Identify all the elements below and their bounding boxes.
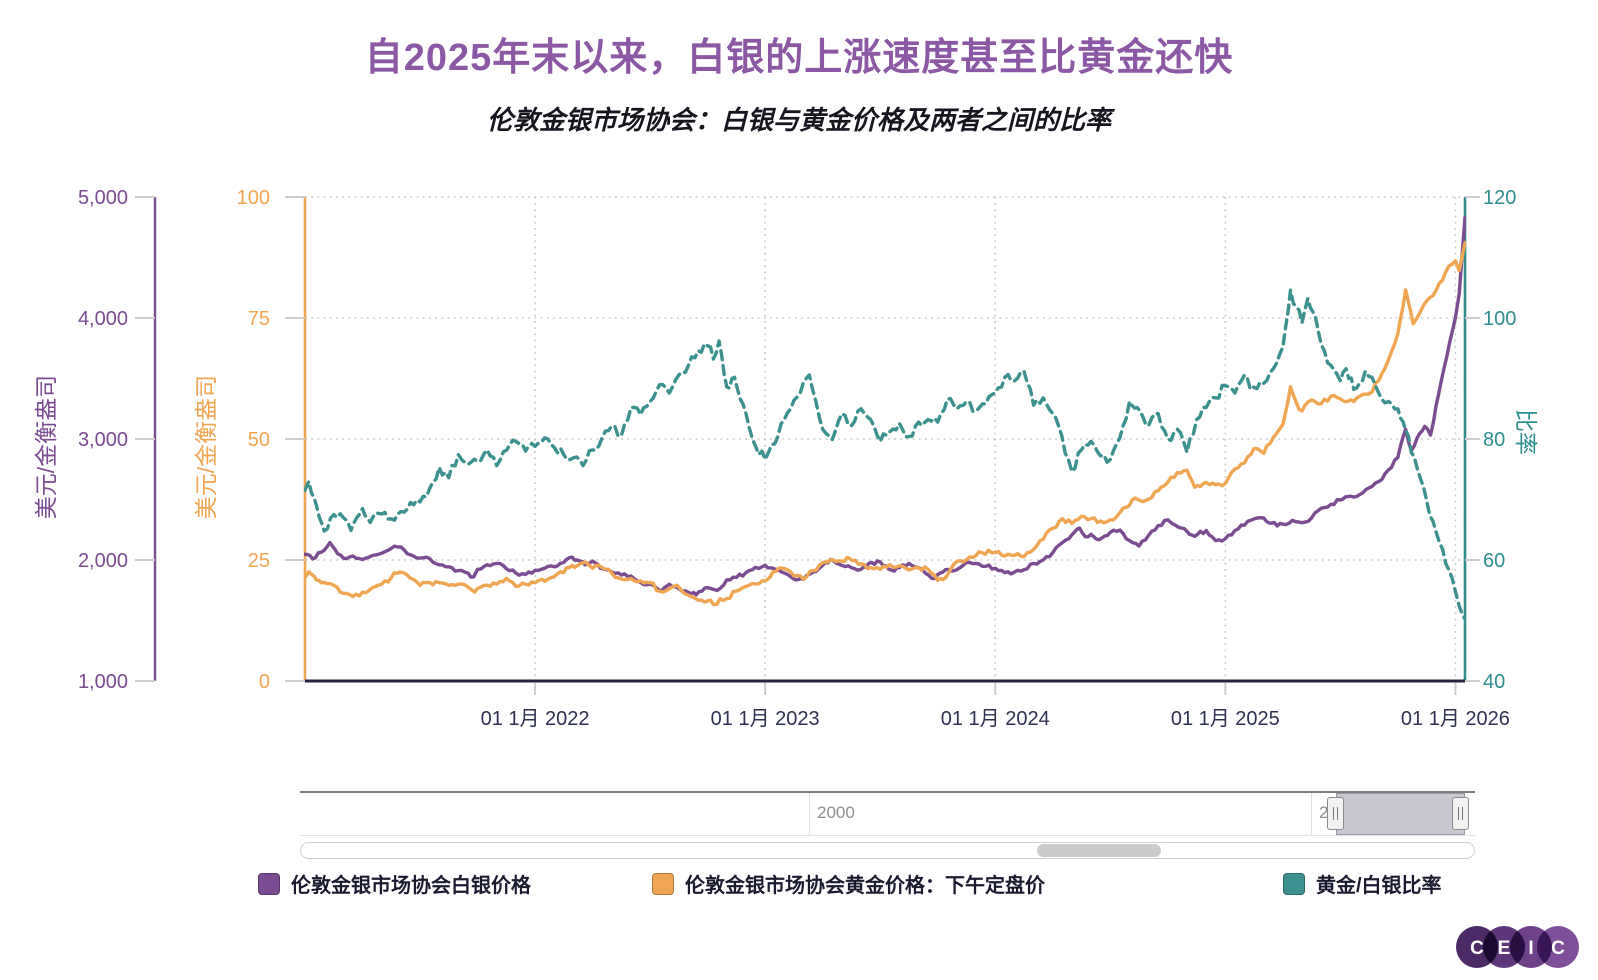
axis-tick-label: 80 (1483, 429, 1505, 451)
gold-series-swatch (652, 872, 674, 895)
axis-tick-label: 50 (248, 429, 270, 451)
axis-tick-label: 4,000 (78, 308, 128, 330)
navigator-gridline-2000 (809, 793, 810, 835)
series-line-1 (304, 241, 1466, 607)
axis-tick-label: 0 (259, 671, 270, 693)
axis-tick-label: 2,000 (78, 550, 128, 572)
axis-tick-label: 100 (1483, 308, 1516, 330)
series-line-2 (304, 288, 1466, 621)
silver-series-swatch (258, 872, 280, 895)
range-navigator[interactable]: 2000 2020 (300, 791, 1475, 836)
axis-tick-label: 40 (1483, 671, 1505, 693)
axis-tick-label: 120 (1483, 187, 1516, 209)
ceic-logo-letter: I (1528, 938, 1533, 959)
ceic-logo-letter: C (1470, 938, 1484, 959)
x-axis-tick-label: 01 1月 2023 (711, 708, 820, 730)
axis-tick-label: 100 (237, 187, 270, 209)
page-title: 自2025年末以来，白银的上涨速度甚至比黄金还快 (364, 37, 1234, 79)
navigator-right-handle[interactable] (1452, 797, 1469, 830)
legend-label: 黄金/白银比率 (1316, 875, 1442, 897)
legend-item-gold-price[interactable]: 伦敦金银市场协会黄金价格：下午定盘价 (652, 869, 1045, 898)
navigator-selected-range[interactable] (1336, 793, 1465, 835)
navigator-year-label: 2000 (817, 803, 855, 822)
x-axis-tick-label: 01 1月 2024 (941, 708, 1050, 730)
x-axis-tick-label: 01 1月 2025 (1171, 708, 1280, 730)
ceic-logo-letter: C (1551, 938, 1565, 959)
price-ratio-chart: 5,000 4,000 3,000 2,000 1,000 100 75 50 25 0 120 10… (78, 187, 1516, 730)
axis-tick-label: 5,000 (78, 187, 128, 209)
axis-tick-label: 1,000 (78, 671, 128, 693)
axis-tick-label: 3,000 (78, 429, 128, 451)
navigator-gridline-2020 (1311, 793, 1312, 835)
ratio-series-swatch (1283, 872, 1305, 895)
page-subtitle: 伦敦金银市场协会：白银与黄金价格及两者之间的比率 (486, 105, 1111, 135)
legend-label: 伦敦金银市场协会黄金价格：下午定盘价 (685, 875, 1045, 897)
horizontal-scrollbar-thumb[interactable] (1037, 844, 1161, 857)
legend-item-silver-price[interactable]: 伦敦金银市场协会白银价格 (258, 869, 531, 898)
x-axis-tick-label: 01 1月 2022 (481, 708, 590, 730)
axis-tick-label: 60 (1483, 550, 1505, 572)
axis-tick-label: 25 (248, 550, 270, 572)
ceic-logo-circle (1537, 926, 1579, 968)
horizontal-scrollbar-track[interactable] (300, 842, 1475, 859)
legend-label: 伦敦金银市场协会白银价格 (291, 875, 531, 897)
ceic-logo-letter: E (1498, 938, 1511, 959)
legend-item-gold-silver-ratio[interactable]: 黄金/白银比率 (1283, 869, 1442, 898)
series-line-0 (304, 215, 1466, 597)
x-axis-tick-label: 01 1月 2026 (1401, 708, 1510, 730)
navigator-left-handle[interactable] (1327, 797, 1344, 830)
axis-tick-label: 75 (248, 308, 270, 330)
